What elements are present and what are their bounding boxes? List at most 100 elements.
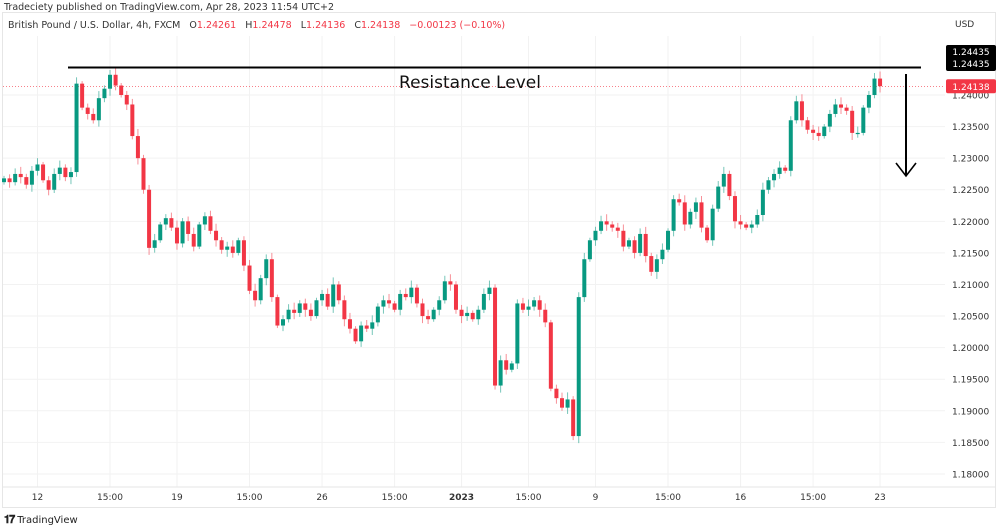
candle-body — [68, 172, 73, 178]
candle — [186, 216, 191, 242]
candle — [749, 220, 754, 234]
candle — [783, 165, 788, 174]
candle — [247, 259, 252, 295]
candle — [788, 116, 793, 177]
candle — [180, 218, 185, 248]
candle — [314, 297, 319, 319]
candle — [866, 90, 871, 114]
y-tick-label: 1.19500 — [952, 376, 989, 386]
candle — [493, 284, 498, 390]
candle-body — [755, 215, 760, 225]
candle-body — [682, 202, 687, 225]
candle-body — [414, 287, 419, 304]
candle — [253, 283, 258, 307]
x-tick-label: 15:00 — [237, 493, 263, 503]
candle — [543, 303, 548, 328]
candle-body — [314, 300, 319, 317]
candle-body — [281, 319, 285, 326]
candle — [649, 252, 654, 276]
candle-body — [41, 164, 46, 181]
candle — [772, 169, 777, 188]
candle — [113, 68, 118, 91]
candle-body — [370, 322, 375, 329]
candle-body — [169, 218, 174, 228]
candle-body — [364, 325, 369, 329]
candle — [576, 292, 581, 444]
candle-body — [387, 300, 392, 304]
y-tick-label: 1.22500 — [952, 186, 989, 196]
candle — [710, 204, 715, 246]
candle — [303, 298, 308, 317]
candle-body — [515, 303, 520, 364]
candle — [241, 236, 246, 272]
candle-body — [7, 178, 12, 183]
candle-body — [448, 281, 453, 285]
candle — [732, 191, 737, 229]
high-value: 1.24478 — [252, 20, 292, 31]
resistance-label: Resistance Level — [399, 73, 541, 93]
candle-body — [18, 173, 23, 178]
candle — [811, 124, 816, 140]
candle — [197, 221, 202, 250]
candle — [41, 161, 46, 183]
candle — [638, 228, 643, 257]
candle — [721, 166, 726, 193]
candle — [147, 184, 152, 255]
candle — [509, 360, 514, 373]
candle — [816, 126, 821, 141]
candle-body — [560, 398, 564, 408]
candle — [794, 95, 799, 124]
candle-body — [487, 287, 492, 294]
candle-body — [191, 233, 196, 247]
candle — [537, 295, 542, 317]
low-value: 1.24136 — [306, 20, 346, 31]
candle — [604, 214, 609, 231]
candle — [621, 224, 626, 252]
candle — [448, 274, 453, 291]
candle-body — [420, 303, 425, 317]
candle-body — [677, 199, 682, 203]
y-tick-label: 1.23500 — [952, 123, 989, 133]
grid — [3, 36, 945, 487]
candle — [63, 164, 68, 182]
candle-body — [799, 101, 804, 121]
y-tick-label: 1.20000 — [952, 344, 989, 354]
candle-body — [426, 316, 431, 320]
candle-body — [816, 132, 821, 137]
tradingview-brand[interactable]: 𝟏𝟕 TradingView — [4, 513, 78, 527]
candle-body — [710, 208, 715, 241]
candle-body — [186, 221, 191, 234]
candle-body — [342, 300, 347, 320]
candle-body — [693, 202, 698, 212]
candle-body — [465, 312, 470, 317]
candle — [124, 90, 129, 111]
candle — [738, 215, 743, 230]
candle — [760, 182, 765, 222]
candle — [855, 126, 860, 138]
candle — [347, 312, 352, 334]
candle — [844, 104, 849, 115]
candle-body — [565, 399, 570, 408]
candle-body — [264, 259, 269, 279]
resistance-price-2: 1.24435 — [952, 60, 989, 70]
candle — [281, 315, 285, 332]
down-arrow-icon — [895, 162, 917, 178]
candle-body — [526, 306, 531, 310]
candle — [325, 288, 330, 310]
candle — [91, 108, 96, 124]
candle-body — [610, 224, 615, 228]
candle-body — [96, 98, 101, 121]
candle — [654, 254, 659, 279]
currency-label: USD — [955, 20, 975, 30]
x-tick-label: 15:00 — [382, 493, 408, 503]
candle — [13, 168, 18, 186]
candle-body — [52, 173, 57, 190]
candle-body — [744, 224, 749, 228]
candle — [219, 236, 224, 254]
x-tick-label: 19 — [171, 493, 183, 503]
candle-body — [626, 240, 631, 247]
candle-body — [839, 104, 843, 108]
candle — [827, 109, 832, 133]
resistance-price: 1.24435 — [952, 48, 989, 58]
